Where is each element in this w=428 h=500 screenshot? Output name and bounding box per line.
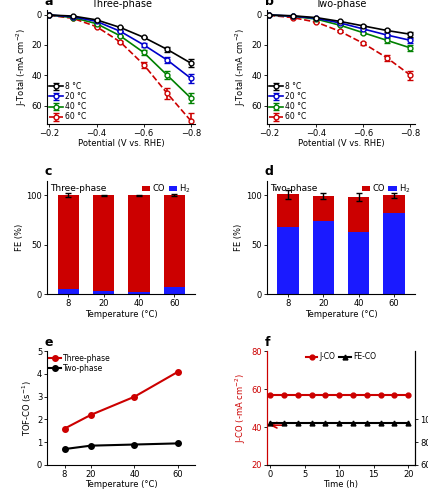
Bar — [313, 196, 334, 221]
Text: a: a — [45, 0, 54, 8]
Text: d: d — [265, 166, 273, 178]
FE-CO — [392, 420, 397, 426]
J-CO — [364, 392, 369, 398]
Legend: 8 °C, 20 °C, 40 °C, 60 °C: 8 °C, 20 °C, 40 °C, 60 °C — [269, 82, 306, 122]
J-CO — [337, 392, 342, 398]
Line: J-CO: J-CO — [268, 392, 411, 398]
Three-phase — [132, 394, 137, 400]
Two-phase — [88, 442, 93, 448]
X-axis label: Potential (V vs. RHE): Potential (V vs. RHE) — [297, 139, 384, 148]
J-CO — [323, 392, 328, 398]
J-CO — [351, 392, 356, 398]
J-CO — [309, 392, 314, 398]
Text: b: b — [265, 0, 273, 8]
Bar — [58, 196, 79, 290]
X-axis label: Temperature (°C): Temperature (°C) — [85, 310, 158, 318]
Y-axis label: J-Total (-mA cm$^{-2}$): J-Total (-mA cm$^{-2}$) — [234, 28, 249, 106]
Title: Two-phase: Two-phase — [315, 0, 367, 9]
Three-phase — [62, 426, 67, 432]
Bar — [383, 214, 404, 294]
Bar — [348, 232, 369, 294]
Two-phase — [62, 446, 67, 452]
J-CO — [406, 392, 411, 398]
FE-CO — [295, 420, 300, 426]
Legend: Three-phase, Two-phase: Three-phase, Two-phase — [49, 354, 111, 372]
Bar — [313, 221, 334, 294]
Bar — [348, 198, 369, 232]
Text: Three-phase: Three-phase — [50, 184, 107, 193]
X-axis label: Temperature (°C): Temperature (°C) — [305, 310, 377, 318]
Y-axis label: J-CO (-mA cm$^{-2}$): J-CO (-mA cm$^{-2}$) — [234, 373, 249, 443]
FE-CO — [337, 420, 342, 426]
FE-CO — [282, 420, 287, 426]
Y-axis label: TOF-CO (s$^{-1}$): TOF-CO (s$^{-1}$) — [21, 380, 34, 436]
Legend: 8 °C, 20 °C, 40 °C, 60 °C: 8 °C, 20 °C, 40 °C, 60 °C — [49, 82, 86, 122]
Two-phase — [132, 442, 137, 448]
Text: Two-phase: Two-phase — [270, 184, 317, 193]
J-CO — [268, 392, 273, 398]
FE-CO — [351, 420, 356, 426]
Bar — [163, 196, 185, 288]
Two-phase — [175, 440, 181, 446]
J-CO — [282, 392, 287, 398]
FE-CO — [268, 420, 273, 426]
Text: f: f — [265, 336, 270, 349]
FE-CO — [309, 420, 314, 426]
Bar — [163, 288, 185, 294]
J-CO — [378, 392, 383, 398]
Y-axis label: FE (%): FE (%) — [235, 224, 244, 251]
Text: e: e — [45, 336, 54, 349]
Bar — [277, 194, 299, 227]
FE-CO — [378, 420, 383, 426]
Y-axis label: FE (%): FE (%) — [15, 224, 24, 251]
Bar — [277, 227, 299, 294]
Three-phase — [88, 412, 93, 418]
Bar — [58, 290, 79, 294]
Three-phase — [175, 368, 181, 374]
Line: FE-CO: FE-CO — [268, 420, 411, 426]
X-axis label: Potential (V vs. RHE): Potential (V vs. RHE) — [78, 139, 165, 148]
FE-CO — [364, 420, 369, 426]
Text: c: c — [45, 166, 52, 178]
Bar — [128, 292, 149, 294]
Line: Three-phase: Three-phase — [62, 369, 181, 432]
Bar — [93, 292, 114, 294]
X-axis label: Temperature (°C): Temperature (°C) — [85, 480, 158, 489]
Legend: CO, H$_2$: CO, H$_2$ — [358, 179, 414, 199]
J-CO — [392, 392, 397, 398]
X-axis label: Time (h): Time (h) — [324, 480, 359, 489]
Line: Two-phase: Two-phase — [62, 440, 181, 452]
Bar — [128, 196, 149, 292]
Bar — [383, 196, 404, 214]
Legend: J-CO, FE-CO: J-CO, FE-CO — [303, 350, 379, 364]
J-CO — [295, 392, 300, 398]
Y-axis label: J-Total (-mA cm$^{-2}$): J-Total (-mA cm$^{-2}$) — [15, 28, 29, 106]
Legend: CO, H$_2$: CO, H$_2$ — [139, 179, 194, 199]
FE-CO — [323, 420, 328, 426]
FE-CO — [406, 420, 411, 426]
Bar — [93, 196, 114, 292]
Title: Three-phase: Three-phase — [91, 0, 152, 9]
